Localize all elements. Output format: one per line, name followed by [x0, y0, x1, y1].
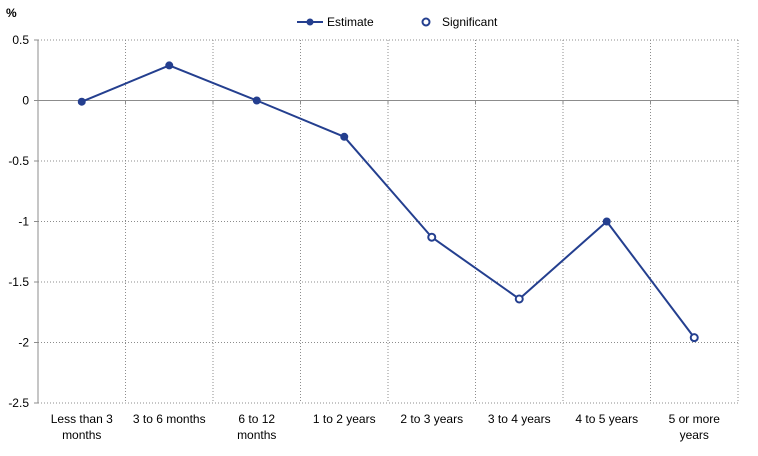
x-axis-ticks: Less than 3 months 3 to 6 months 6 to 12 mon… [51, 412, 721, 442]
y-tick-label: -0.5 [8, 154, 29, 168]
data-point [340, 132, 349, 141]
x-tick-label: Less than 3 months [51, 412, 113, 442]
legend-estimate-marker [306, 18, 314, 26]
legend-estimate-label: Estimate [327, 15, 374, 29]
y-tick-label: 0 [22, 94, 29, 108]
data-point-significant [427, 232, 437, 242]
legend-significant-marker [421, 17, 431, 27]
data-point-significant [689, 333, 699, 343]
y-tick-label: -1 [18, 215, 29, 229]
x-tick-label: 1 to 2 years [313, 412, 376, 426]
y-tick-label: 0.5 [12, 33, 29, 47]
x-tick-label: 3 to 6 months [133, 412, 206, 426]
y-axis-label: % [6, 6, 17, 20]
x-tick-label: 6 to 12 months [237, 412, 276, 442]
x-tick-label: 4 to 5 years [575, 412, 638, 426]
data-point [77, 97, 86, 106]
x-tick-label: 3 to 4 years [488, 412, 551, 426]
data-point [602, 217, 611, 226]
x-tick-label: 2 to 3 years [400, 412, 463, 426]
y-axis-ticks: 0.5 0 -0.5 -1 -1.5 -2 -2.5 [8, 33, 29, 410]
x-tick-label: 5 or more years [669, 412, 721, 442]
legend: Estimate Significant [297, 15, 498, 29]
data-point [252, 96, 261, 105]
y-tick-label: -2 [18, 336, 29, 350]
legend-significant-label: Significant [442, 15, 498, 29]
series-estimate [77, 61, 699, 343]
axes [34, 39, 739, 404]
series-line-estimate [81, 64, 696, 339]
gridlines [38, 39, 739, 404]
data-point-significant [514, 294, 524, 304]
y-tick-label: -2.5 [8, 396, 29, 410]
data-point [165, 61, 174, 70]
y-tick-label: -1.5 [8, 275, 29, 289]
